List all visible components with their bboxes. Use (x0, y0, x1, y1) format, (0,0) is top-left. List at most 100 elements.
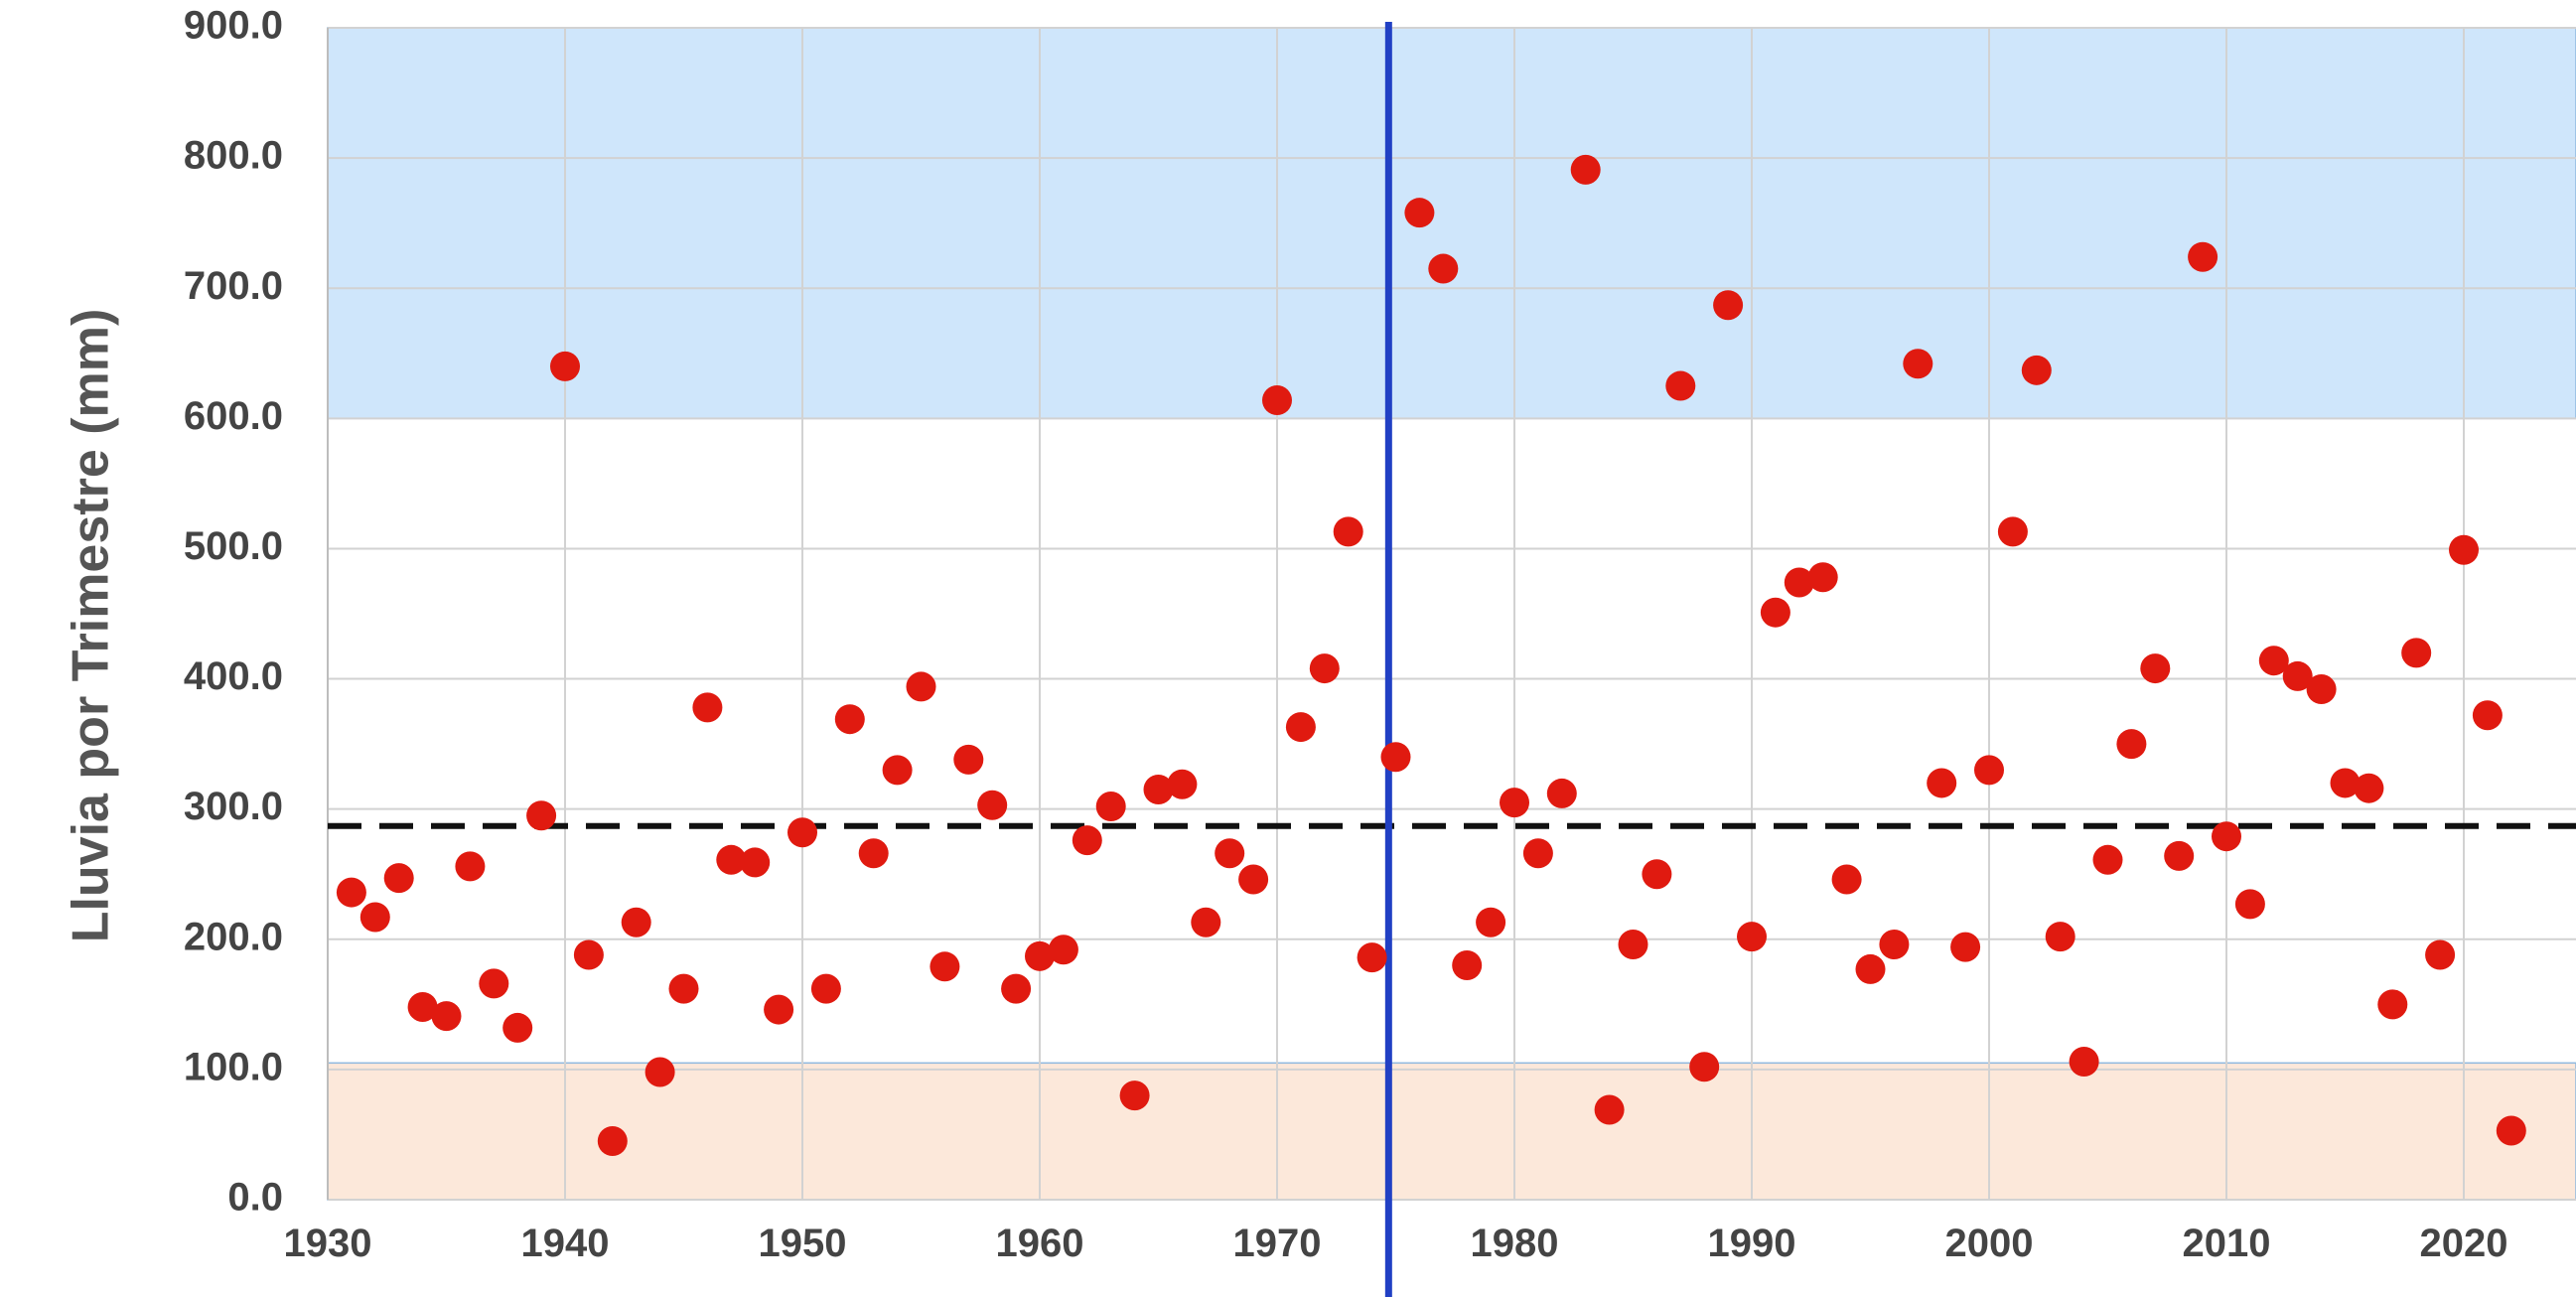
data-point-2006 (2116, 729, 2147, 760)
data-point-1951 (810, 973, 841, 1004)
data-point-1968 (1215, 838, 1245, 869)
data-point-1993 (1807, 562, 1838, 593)
data-point-1953 (858, 838, 889, 869)
range-band-0 (327, 27, 2576, 420)
data-point-1969 (1238, 864, 1269, 895)
data-point-1949 (764, 994, 794, 1025)
data-point-2022 (2496, 1115, 2526, 1146)
data-point-1986 (1642, 859, 1672, 890)
data-point-1944 (644, 1057, 675, 1087)
data-point-1958 (977, 790, 1008, 820)
data-point-1995 (1855, 953, 1886, 984)
y-tick-label-6: 600.0 (184, 394, 283, 438)
y-tick-label-7: 700.0 (184, 264, 283, 308)
data-point-1987 (1665, 370, 1696, 401)
data-point-2013 (2282, 660, 2313, 691)
x-tick-label-0: 1930 (284, 1222, 372, 1265)
data-point-1963 (1095, 792, 1126, 822)
data-point-1941 (573, 939, 604, 970)
data-point-2015 (2330, 768, 2361, 798)
x-axis-ticks: 1930 1940 1950 1960 1970 1980 1990 2000 2010 2020 (284, 1222, 2508, 1265)
x-tick-label-5: 1980 (1471, 1222, 1559, 1265)
data-point-1988 (1689, 1052, 1720, 1082)
data-point-1977 (1428, 253, 1459, 284)
data-point-1962 (1072, 825, 1102, 856)
data-point-1991 (1760, 597, 1790, 628)
y-tick-label-5: 500.0 (184, 524, 283, 568)
data-point-1971 (1285, 712, 1316, 743)
data-point-1956 (930, 951, 960, 982)
y-tick-label-2: 200.0 (184, 915, 283, 958)
data-point-2021 (2472, 700, 2503, 731)
data-point-1938 (502, 1012, 533, 1043)
data-point-2012 (2258, 646, 2289, 676)
data-point-1990 (1737, 922, 1767, 952)
data-point-1961 (1048, 935, 1078, 965)
data-point-1948 (740, 847, 771, 878)
data-point-1998 (1927, 768, 1957, 798)
data-point-1964 (1119, 1081, 1150, 1111)
data-point-1934 (407, 991, 438, 1022)
y-axis-label: Lluvia por Trimestre (mm) (63, 309, 120, 943)
data-point-2003 (2045, 922, 2075, 952)
x-tick-label-8: 2010 (2183, 1222, 2271, 1265)
y-axis-ticks: 0.0 100.0 200.0 300.0 400.0 500.0 600.0 700.0 80… (184, 4, 283, 1220)
x-tick-label-4: 1970 (1233, 1222, 1322, 1265)
y-tick-label-0: 0.0 (227, 1176, 283, 1220)
data-point-1967 (1191, 907, 1221, 937)
data-point-1936 (455, 851, 486, 882)
data-point-1937 (479, 968, 509, 999)
data-point-2017 (2377, 989, 2408, 1020)
data-point-1997 (1903, 349, 1933, 379)
data-point-1973 (1333, 516, 1363, 547)
data-point-1984 (1594, 1094, 1625, 1125)
data-point-1992 (1784, 567, 1814, 598)
data-point-1976 (1404, 198, 1435, 228)
data-point-1974 (1357, 942, 1387, 973)
data-point-1982 (1546, 778, 1577, 808)
data-point-2001 (1997, 516, 2028, 547)
data-point-2009 (2188, 241, 2218, 272)
y-tick-label-9: 900.0 (184, 4, 283, 48)
data-point-1945 (668, 973, 699, 1004)
x-tick-label-7: 2000 (1945, 1222, 2034, 1265)
data-point-1931 (336, 877, 366, 908)
data-point-1978 (1452, 950, 1483, 980)
reference-lines (328, 22, 2576, 1297)
data-point-1989 (1713, 290, 1744, 321)
data-point-1979 (1476, 907, 1506, 937)
data-point-1932 (359, 902, 390, 933)
data-point-2019 (2425, 939, 2456, 970)
data-point-1965 (1143, 775, 1174, 804)
data-point-1970 (1262, 384, 1292, 415)
data-point-1999 (1950, 932, 1981, 962)
y-tick-label-1: 100.0 (184, 1045, 283, 1088)
data-point-2020 (2449, 534, 2479, 565)
data-point-2010 (2212, 821, 2241, 852)
data-point-1954 (882, 755, 913, 786)
x-tick-label-9: 2020 (2420, 1222, 2508, 1265)
data-point-2014 (2306, 674, 2337, 705)
data-point-2005 (2092, 844, 2123, 875)
y-tick-label-8: 800.0 (184, 134, 283, 178)
data-points (336, 154, 2526, 1156)
data-point-1935 (431, 1001, 462, 1032)
data-point-1980 (1500, 788, 1529, 818)
y-tick-label-3: 300.0 (184, 785, 283, 828)
x-tick-label-2: 1950 (759, 1222, 847, 1265)
data-point-1994 (1831, 864, 1862, 895)
data-point-1955 (906, 671, 936, 702)
data-point-1966 (1167, 769, 1198, 799)
data-point-1942 (597, 1126, 628, 1156)
data-point-2007 (2140, 653, 2171, 684)
y-tick-label-4: 400.0 (184, 654, 283, 698)
data-point-1947 (716, 844, 747, 875)
data-point-1960 (1025, 940, 1055, 971)
data-point-1975 (1380, 742, 1411, 773)
data-point-1933 (383, 863, 414, 894)
data-point-2016 (2354, 773, 2384, 803)
data-point-1952 (834, 704, 865, 735)
data-point-1950 (787, 817, 817, 848)
x-tick-label-3: 1960 (996, 1222, 1084, 1265)
